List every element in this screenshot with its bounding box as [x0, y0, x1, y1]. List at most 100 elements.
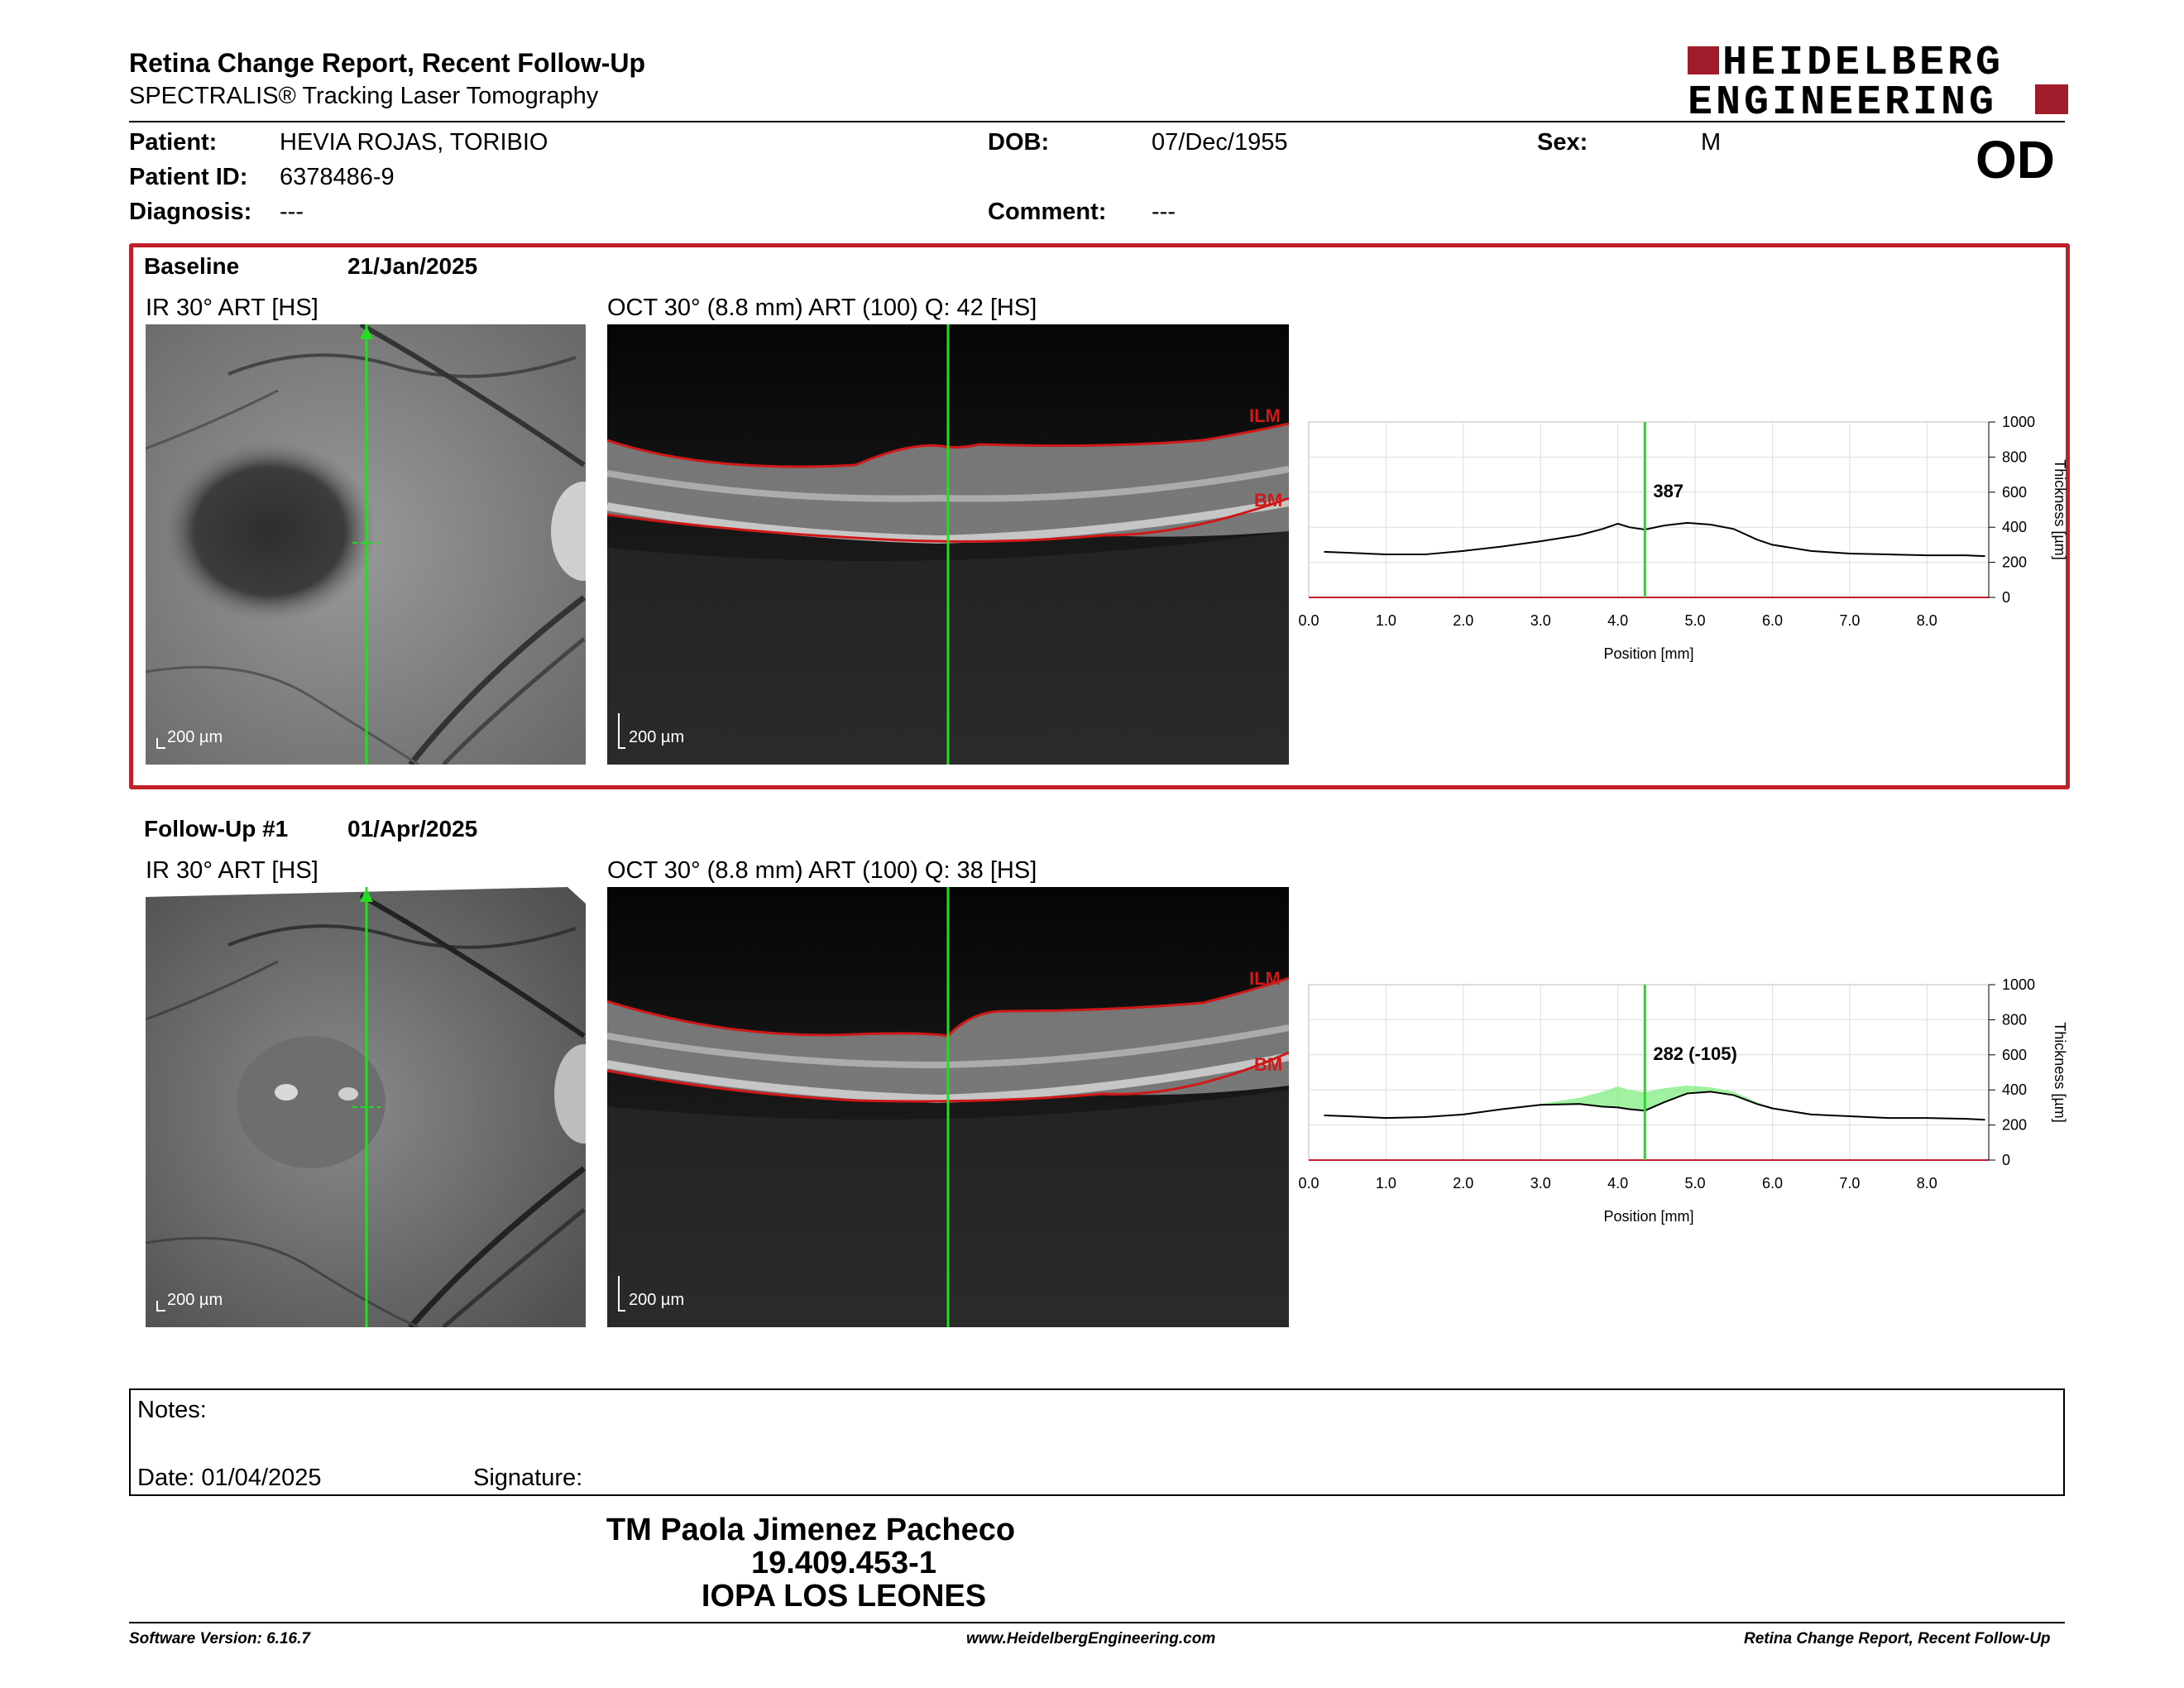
x-tick-label: 4.0 — [1607, 1175, 1628, 1192]
y-tick-label: 1000 — [2002, 976, 2035, 993]
x-tick-label: 7.0 — [1839, 612, 1860, 629]
data-point — [1926, 554, 1928, 556]
followup-ir-label: IR 30° ART [HS] — [146, 857, 318, 884]
y-tick-label: 600 — [2002, 484, 2027, 501]
eye-indicator: OD — [1976, 130, 2055, 189]
x-axis-label: Position [mm] — [1603, 645, 1693, 662]
data-point — [1347, 1115, 1348, 1117]
baseline-ir-scale: 200 µm — [167, 728, 223, 746]
data-point — [1756, 539, 1758, 540]
logo-line-2: ENGINEERING — [1688, 79, 1998, 127]
organization-name: IOPA LOS LEONES — [701, 1579, 987, 1614]
data-point — [1540, 540, 1541, 542]
chart-frame — [1308, 421, 1990, 598]
marker-value-label: 387 — [1653, 481, 1684, 501]
data-point — [1926, 1117, 1928, 1119]
baseline-oct-scale: 200 µm — [629, 728, 685, 746]
data-point — [1756, 1103, 1758, 1105]
data-point — [1578, 1103, 1580, 1105]
thickness-line — [1324, 521, 1985, 558]
followup-bm-label: BM — [1254, 1054, 1283, 1075]
data-point — [1965, 554, 1966, 556]
signature-label: Signature: — [473, 1465, 583, 1491]
data-point — [1733, 1095, 1735, 1096]
baseline-ir-image[interactable]: 200 µm — [146, 324, 586, 765]
comment-label: Comment: — [988, 199, 1107, 225]
x-tick-label: 2.0 — [1453, 612, 1473, 629]
dob-value: 07/Dec/1955 — [1152, 129, 1288, 156]
heidelberg-logo: HEIDELBERG ENGINEERING — [1688, 40, 2068, 124]
data-point — [1888, 1117, 1889, 1119]
baseline-section-frame — [129, 243, 2070, 789]
x-tick-label: 6.0 — [1762, 1175, 1783, 1192]
followup-ilm-label: ILM — [1249, 968, 1281, 989]
x-tick-label: 8.0 — [1917, 1175, 1937, 1192]
data-point — [1733, 528, 1735, 530]
notes-box[interactable]: Notes: Date: 01/04/2025 Signature: — [129, 1388, 2065, 1496]
followup-date: 01/Apr/2025 — [347, 816, 478, 842]
baseline-oct-image[interactable]: ILM BM 200 µm — [607, 324, 1289, 765]
marker-value-label: 282 (-105) — [1653, 1043, 1737, 1064]
y-tick-label: 1000 — [2002, 414, 2035, 430]
data-point — [1771, 1107, 1773, 1109]
data-point — [1617, 523, 1619, 525]
footer-divider — [129, 1622, 2065, 1623]
y-tick-label: 200 — [2002, 554, 2027, 571]
x-tick-label: 4.0 — [1607, 612, 1628, 629]
y-tick-label: 200 — [2002, 1117, 2027, 1134]
patient-id-label: Patient ID: — [129, 164, 248, 190]
followup-ir-image[interactable]: 200 µm — [146, 887, 586, 1327]
data-point — [1710, 1091, 1712, 1092]
data-point — [1687, 522, 1688, 524]
y-axis-label: Thickness [µm] — [2052, 459, 2068, 559]
followup-oct-scale: 200 µm — [629, 1291, 685, 1309]
followup-thickness-chart: 0 200 400 600 800 1000 0.0 1.0 2.0 3.0 4.0 5.0 6.0 7.… — [1299, 976, 2068, 1225]
data-point — [1810, 550, 1812, 552]
baseline-oct-label: OCT 30° (8.8 mm) ART (100) Q: 42 [HS] — [607, 295, 1037, 321]
x-tick-label: 2.0 — [1453, 1175, 1473, 1192]
data-point — [1771, 544, 1773, 545]
website-link[interactable]: www.HeidelbergEngineering.com — [966, 1630, 1216, 1647]
notes-label: Notes: — [137, 1397, 207, 1423]
x-tick-label: 0.0 — [1299, 1175, 1320, 1192]
followup-fundus-svg — [146, 887, 586, 1327]
sex-label: Sex: — [1537, 129, 1588, 156]
x-axis-label: Position [mm] — [1603, 1208, 1693, 1225]
x-tick-label: 1.0 — [1376, 1175, 1396, 1192]
followup-oct-image[interactable]: ILM BM 200 µm — [607, 887, 1289, 1327]
y-tick-label: 800 — [2002, 448, 2027, 465]
diagnosis-value: --- — [280, 199, 304, 225]
data-point — [1849, 1115, 1851, 1117]
patient-name: HEVIA ROJAS, TORIBIO — [280, 129, 548, 156]
notes-date: Date: 01/04/2025 — [137, 1465, 322, 1491]
software-version: Software Version: 6.16.7 — [129, 1630, 310, 1647]
data-point — [1629, 526, 1631, 528]
x-tick-label: 3.0 — [1530, 612, 1551, 629]
baseline-thickness-chart: 0 200 400 600 800 1000 0.0 1.0 2.0 3.0 4.0 5.0 6.0 7.… — [1299, 414, 2068, 662]
x-tick-label: 5.0 — [1685, 612, 1706, 629]
followup-label: Follow-Up #1 — [144, 816, 289, 842]
thickness-line — [1324, 1091, 1985, 1121]
report-title: Retina Change Report, Recent Follow-Up — [129, 48, 646, 78]
baseline-ilm-label: ILM — [1249, 405, 1281, 426]
y-tick-label: 0 — [2002, 589, 2010, 606]
technician-name: TM Paola Jimenez Pacheco — [606, 1513, 1016, 1547]
data-point — [1687, 1092, 1688, 1094]
report-subtitle: SPECTRALIS® Tracking Laser Tomography — [129, 83, 599, 109]
dob-label: DOB: — [988, 129, 1050, 156]
x-tick-label: 3.0 — [1530, 1175, 1551, 1192]
baseline-fundus-svg — [146, 324, 586, 765]
logo-line-1: HEIDELBERG — [1722, 40, 2004, 87]
thickness-change-area — [1324, 1085, 1985, 1120]
patient-label: Patient: — [129, 129, 218, 156]
technician-id: 19.409.453-1 — [751, 1546, 936, 1580]
x-tick-label: 8.0 — [1917, 612, 1937, 629]
y-axis-label: Thickness [µm] — [2052, 1022, 2068, 1122]
comment-value: --- — [1152, 199, 1176, 225]
followup-oct-svg — [607, 887, 1289, 1327]
data-point — [1810, 1114, 1812, 1115]
x-tick-label: 5.0 — [1685, 1175, 1706, 1192]
data-point — [1888, 554, 1889, 555]
followup-oct-label: OCT 30° (8.8 mm) ART (100) Q: 38 [HS] — [607, 857, 1037, 884]
y-tick-label: 0 — [2002, 1152, 2010, 1168]
